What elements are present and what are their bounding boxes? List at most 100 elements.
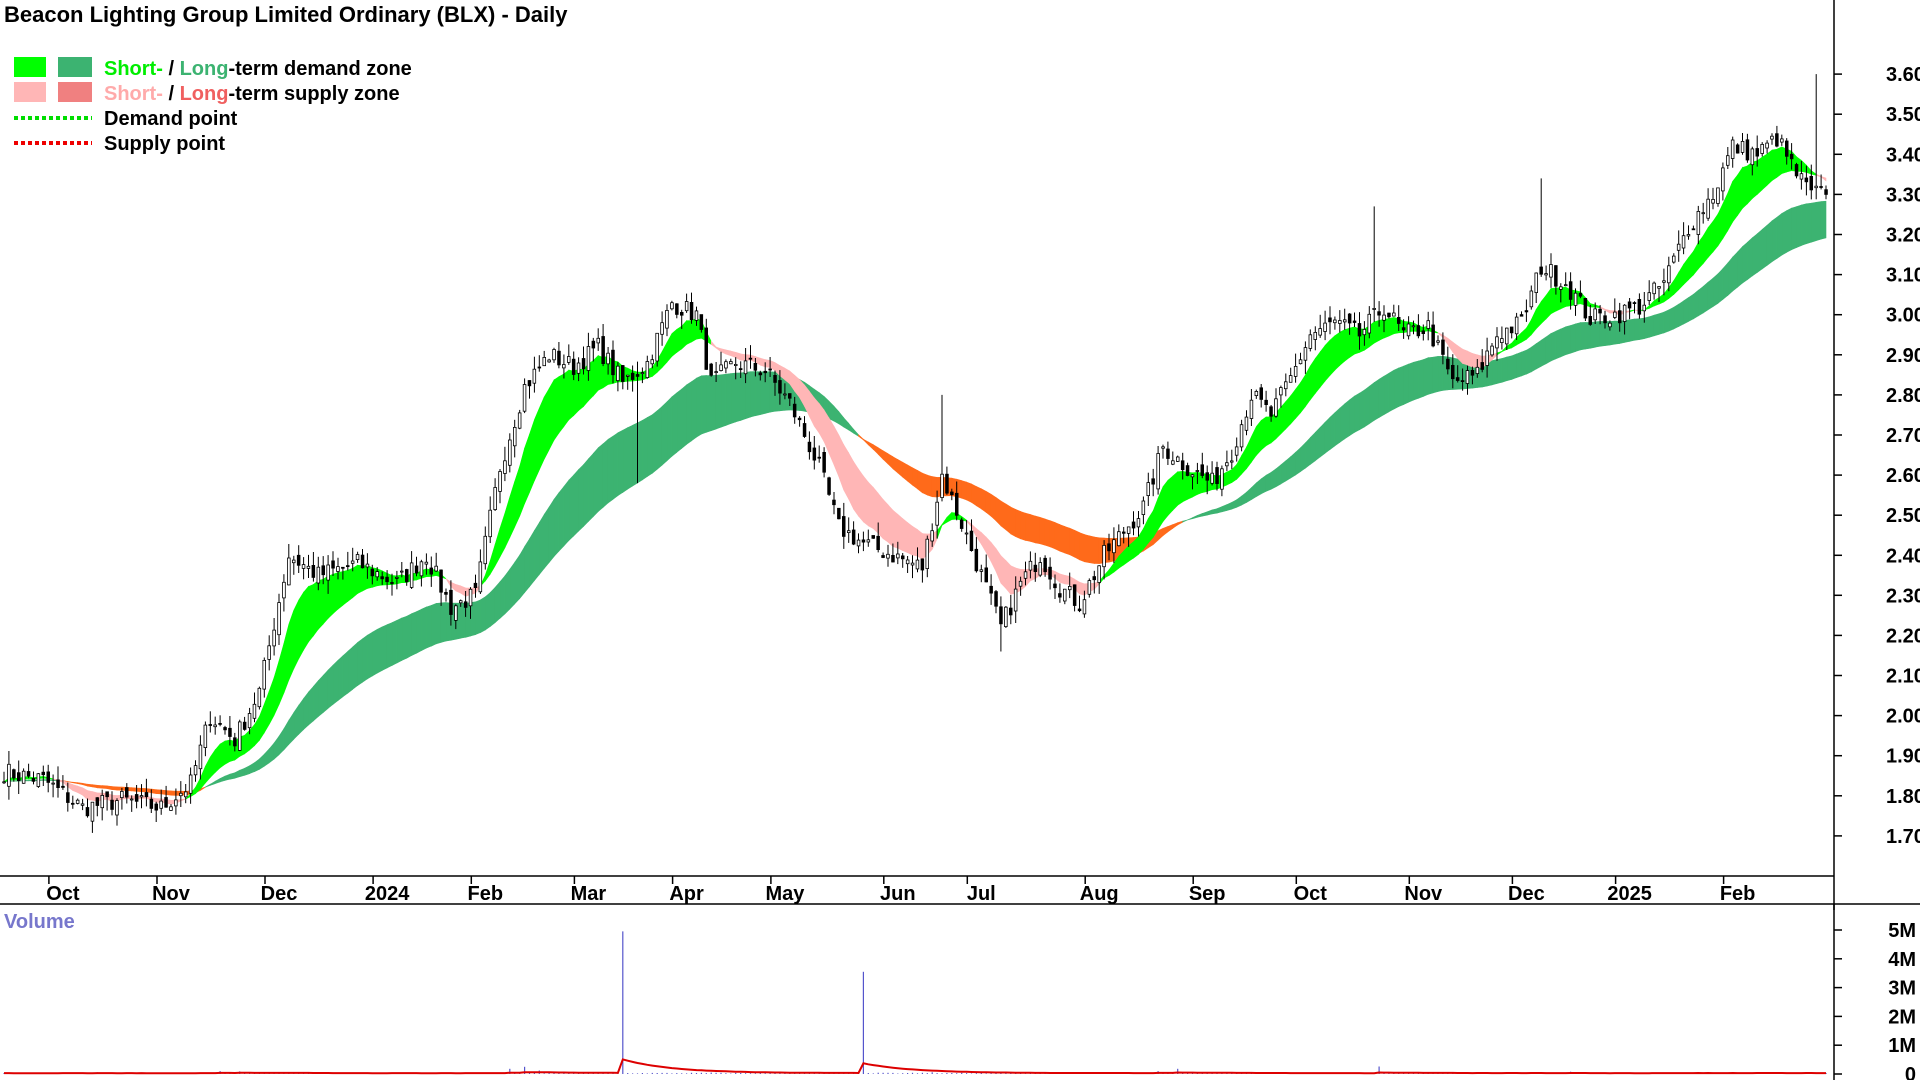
candle-body — [651, 360, 654, 364]
long-term-zone-segment — [343, 651, 348, 696]
short-term-zone-segment — [1310, 359, 1315, 400]
long-term-zone-segment — [1011, 507, 1016, 536]
candle-body — [617, 366, 620, 380]
candle-body — [499, 472, 502, 492]
long-term-zone-segment — [530, 531, 535, 587]
candle-body — [1157, 454, 1160, 489]
candle-body — [563, 365, 566, 368]
candle-body — [356, 555, 359, 560]
candle-body — [1014, 589, 1017, 611]
long-term-zone-segment — [505, 569, 510, 614]
long-term-zone-segment — [495, 582, 500, 623]
candle-body — [209, 725, 212, 726]
long-term-zone-segment — [1566, 326, 1571, 355]
candle-body — [47, 772, 50, 783]
long-term-zone-segment — [613, 433, 618, 500]
short-term-zone-segment — [1345, 328, 1350, 361]
long-term-zone-segment — [1305, 438, 1310, 469]
candle-body — [1604, 316, 1607, 323]
candle-body — [1383, 315, 1386, 320]
candle-body — [754, 363, 757, 370]
long-term-zone-segment — [485, 593, 490, 630]
candle-body — [1358, 324, 1361, 337]
candle-body — [415, 566, 418, 573]
long-term-zone-segment — [1261, 475, 1266, 494]
short-term-zone-segment — [1320, 346, 1325, 388]
candle-body — [150, 799, 153, 808]
long-term-zone-segment — [515, 555, 520, 604]
short-term-zone-segment — [225, 740, 230, 764]
long-term-zone-segment — [972, 484, 977, 506]
candle-body — [548, 360, 551, 362]
long-term-zone-segment — [1723, 263, 1728, 299]
candle-body — [253, 704, 256, 718]
candle-body — [263, 660, 266, 689]
short-term-zone-segment — [323, 576, 328, 624]
candle-body — [302, 565, 305, 569]
long-term-zone-segment — [323, 670, 328, 712]
price-tick-label: 2.20 — [1886, 625, 1920, 647]
long-term-zone-segment — [392, 620, 397, 665]
candle-body — [1707, 199, 1710, 218]
candle-body — [184, 792, 187, 797]
short-term-zone-segment — [1472, 353, 1477, 367]
candle-body — [676, 304, 679, 315]
candle-body — [1378, 312, 1381, 315]
long-term-zone-segment — [1212, 509, 1217, 514]
candle-body — [730, 362, 733, 364]
candle-body — [391, 583, 394, 584]
candle-body — [1122, 532, 1125, 533]
long-term-zone-segment — [692, 378, 697, 441]
long-term-zone-segment — [1821, 201, 1826, 239]
candle-body — [1677, 244, 1680, 250]
long-term-zone-segment — [1526, 347, 1531, 374]
long-term-zone-segment — [726, 374, 731, 426]
long-term-zone-segment — [441, 603, 446, 643]
time-tick-label: Aug — [1080, 883, 1119, 905]
candle-body — [268, 646, 271, 660]
short-term-zone-segment — [358, 565, 363, 593]
candle-body — [784, 394, 787, 395]
candle-body — [577, 363, 580, 373]
long-term-zone-segment — [918, 470, 923, 492]
price-tick-label: 2.10 — [1886, 666, 1920, 688]
candle-body — [1741, 141, 1744, 152]
long-term-zone-segment — [353, 643, 358, 690]
long-term-zone-segment — [1080, 533, 1085, 562]
candle-body — [1132, 522, 1135, 528]
candle-body — [916, 560, 919, 569]
candle-body — [288, 558, 291, 585]
long-term-zone-segment — [677, 389, 682, 452]
candle-body — [1368, 314, 1371, 333]
time-tick-label: Jun — [880, 883, 916, 905]
short-term-zone-segment — [859, 469, 864, 522]
short-term-zone-segment — [544, 389, 549, 460]
short-term-zone-segment — [903, 519, 908, 553]
long-term-zone-segment — [1369, 383, 1374, 424]
candle-body — [661, 323, 664, 335]
time-tick-label: Sep — [1189, 883, 1226, 905]
candle-body — [175, 800, 178, 806]
long-term-zone-segment — [1315, 427, 1320, 460]
long-term-zone-segment — [1561, 327, 1566, 357]
long-term-zone-segment — [397, 618, 402, 663]
long-term-zone-segment — [701, 376, 706, 435]
long-term-zone-segment — [1801, 204, 1806, 246]
candle-body — [1211, 473, 1214, 483]
long-term-zone-segment — [1084, 535, 1089, 563]
time-tick-label: Apr — [669, 883, 704, 905]
short-term-zone-segment — [1168, 476, 1173, 515]
candle-body — [1152, 479, 1155, 484]
candle-body — [1240, 425, 1243, 447]
long-term-zone-segment — [922, 473, 927, 495]
long-term-zone-segment — [1708, 278, 1713, 310]
long-term-zone-segment — [1006, 504, 1011, 534]
short-term-zone-segment — [1551, 288, 1556, 314]
candle-body — [258, 688, 261, 706]
candle-body — [42, 772, 45, 775]
candle-body — [936, 502, 939, 525]
time-tick-label: May — [765, 883, 805, 905]
candle-body — [332, 561, 335, 568]
short-term-zone-segment — [539, 397, 544, 470]
candle-body — [1505, 328, 1508, 344]
